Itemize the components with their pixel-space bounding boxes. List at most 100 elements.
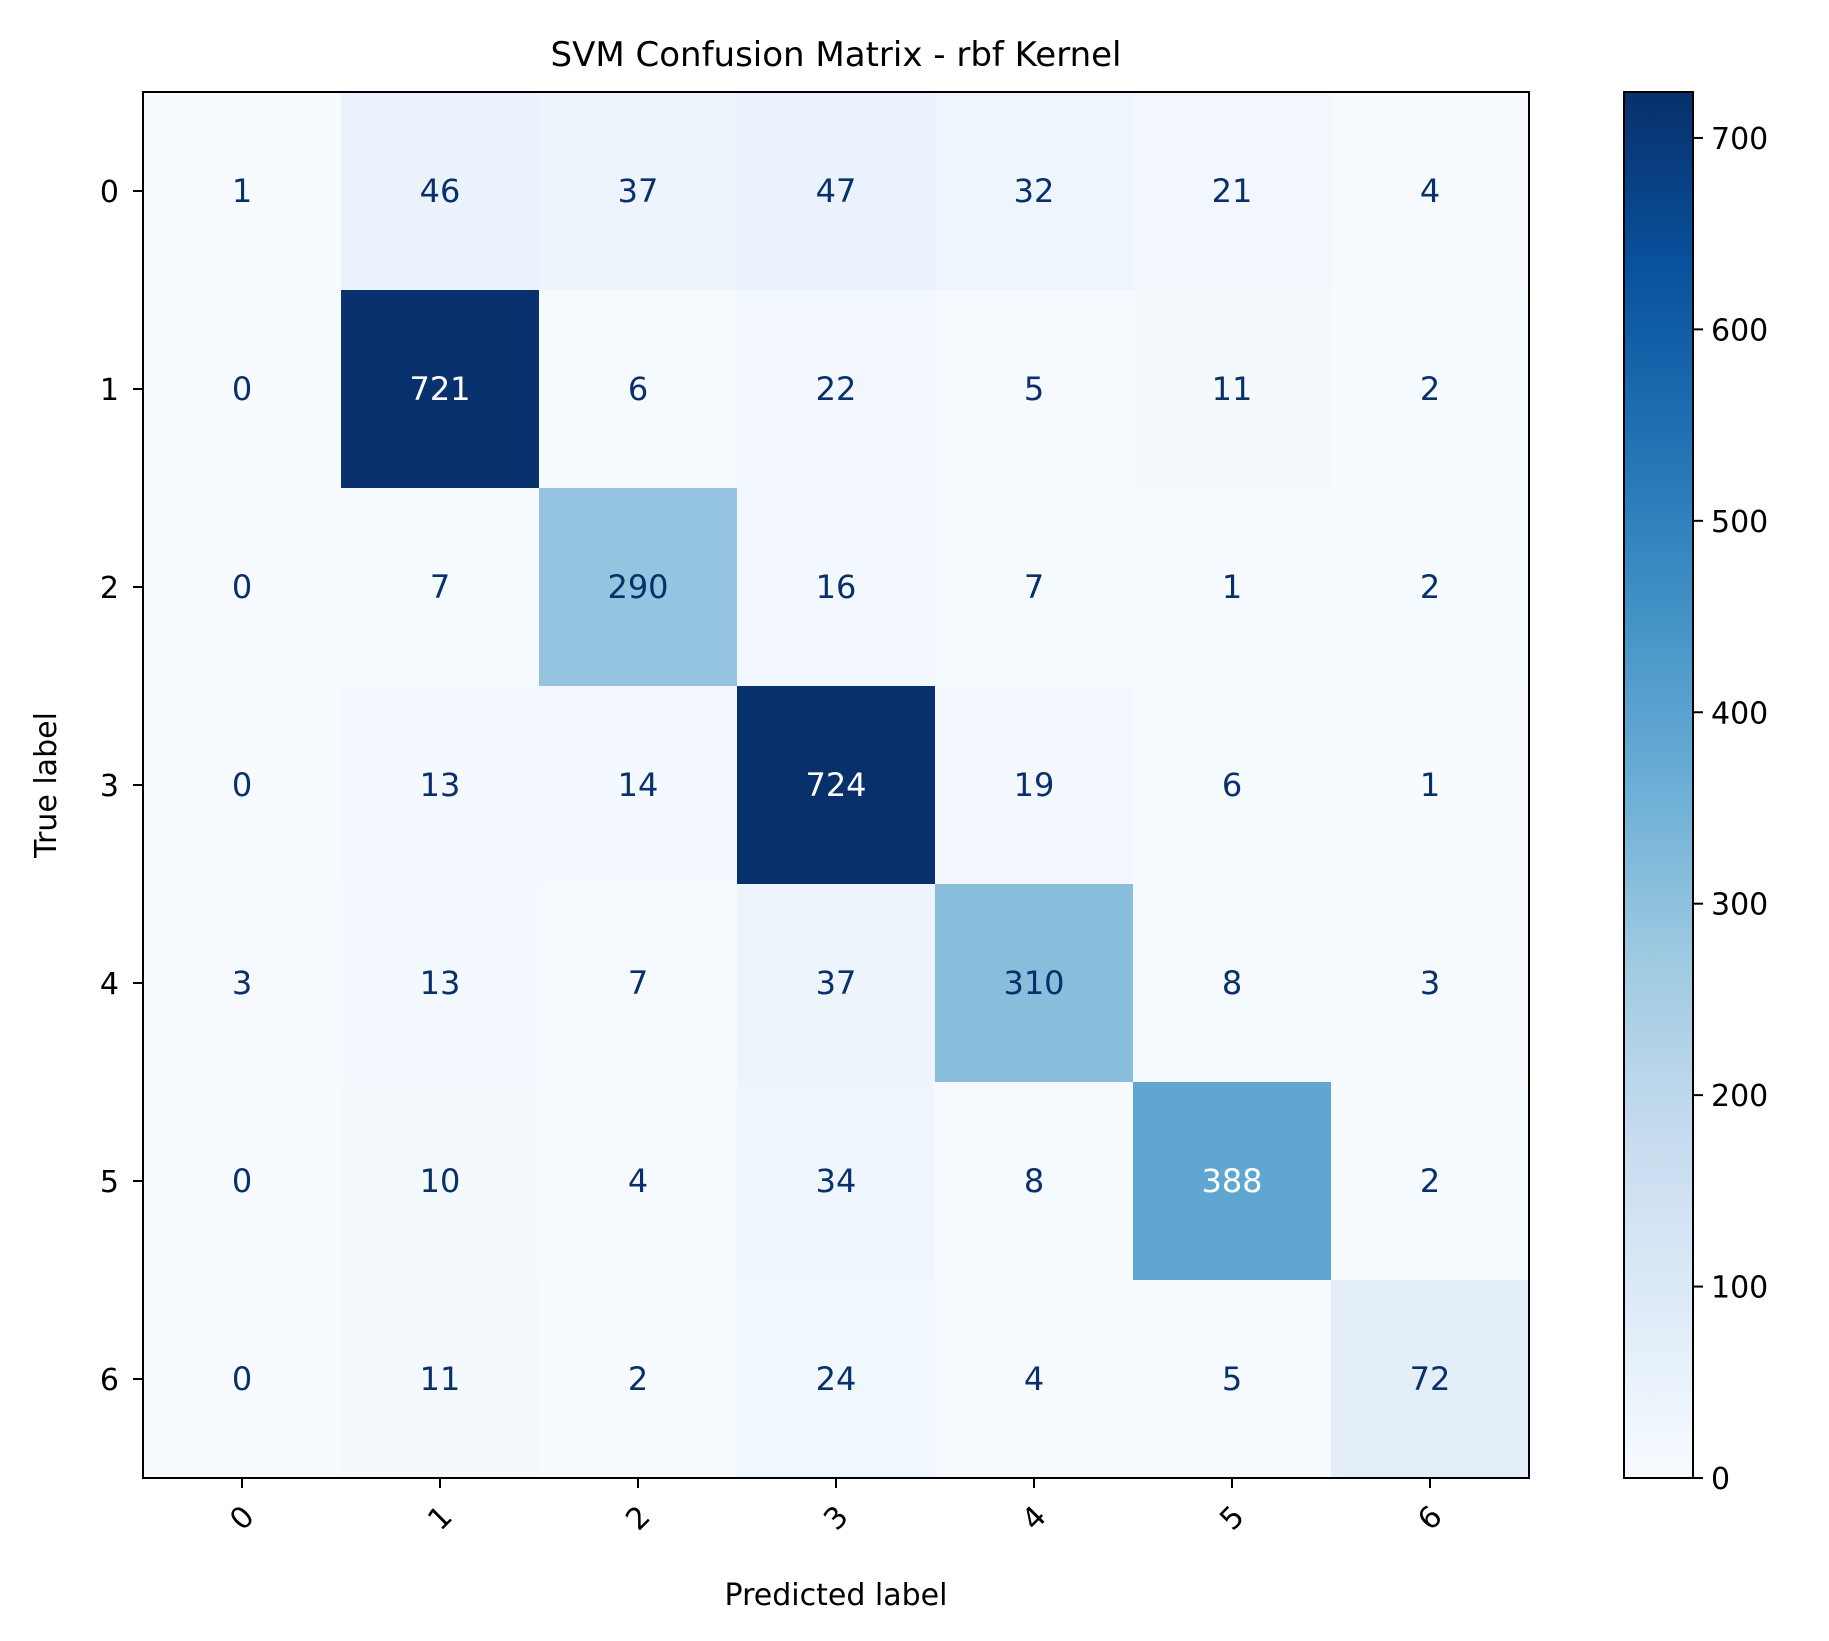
- heatmap-cell: [341, 290, 540, 489]
- cell-value-label: 2: [1420, 1162, 1440, 1200]
- cell-value-label: 1: [1222, 568, 1242, 606]
- cell-value-label: 724: [805, 766, 866, 804]
- cell-value-label: 721: [409, 370, 470, 408]
- heatmap-cell: [539, 92, 738, 291]
- heatmap-cell: [143, 1280, 342, 1479]
- cell-value-labels: 1 46 37 47 32 21 40 721 6 22 5 11 20 7 290 16 7 1 20 13 14 72…: [232, 172, 1451, 1398]
- heatmap-cell: [737, 488, 936, 687]
- cell-value-label: 47: [816, 172, 857, 210]
- heatmap-cell: [539, 488, 738, 687]
- y-tick-label: 6: [100, 1363, 119, 1398]
- cell-value-label: 290: [607, 568, 668, 606]
- heatmap-cell: [143, 686, 342, 885]
- cell-value-label: 3: [1420, 964, 1440, 1002]
- heatmap-cell: [341, 1082, 540, 1281]
- cell-value-label: 32: [1014, 172, 1055, 210]
- heatmap-cell: [737, 92, 936, 291]
- heatmap-cell: [143, 290, 342, 489]
- cell-value-label: 4: [1024, 1360, 1044, 1398]
- heatmap-cell: [737, 1082, 936, 1281]
- heatmap-cell: [737, 884, 936, 1083]
- cell-value-label: 7: [1024, 568, 1044, 606]
- colorbar-tick-label: 300: [1711, 888, 1768, 923]
- colorbar-tick-label: 700: [1711, 122, 1768, 157]
- heatmap-cell: [737, 686, 936, 885]
- heatmap-cell: [1133, 290, 1332, 489]
- cell-value-label: 46: [420, 172, 461, 210]
- cell-value-label: 8: [1222, 964, 1242, 1002]
- heatmap-cell: [935, 92, 1134, 291]
- cell-value-label: 14: [618, 766, 659, 804]
- cell-value-label: 0: [232, 766, 252, 804]
- heatmap-cell: [935, 884, 1134, 1083]
- cell-value-label: 4: [1420, 172, 1440, 210]
- heatmap-cell: [143, 1082, 342, 1281]
- heatmap-cell: [1331, 884, 1530, 1083]
- cell-value-label: 19: [1014, 766, 1055, 804]
- heatmap-cell: [1133, 1082, 1332, 1281]
- heatmap-cell: [935, 1082, 1134, 1281]
- cell-value-label: 37: [618, 172, 659, 210]
- cell-value-label: 34: [816, 1162, 857, 1200]
- heatmap-cells: [143, 92, 1530, 1479]
- heatmap-cell: [1133, 488, 1332, 687]
- heatmap-cell: [539, 1082, 738, 1281]
- heatmap-cell: [935, 488, 1134, 687]
- cell-value-label: 388: [1201, 1162, 1262, 1200]
- heatmap-cell: [143, 92, 342, 291]
- chart-title: SVM Confusion Matrix - rbf Kernel: [551, 35, 1122, 75]
- cell-value-label: 24: [816, 1360, 857, 1398]
- heatmap-cell: [341, 686, 540, 885]
- colorbar-tick-label: 400: [1711, 696, 1768, 731]
- heatmap-cell: [935, 1280, 1134, 1479]
- y-tick-label: 0: [100, 175, 119, 210]
- cell-value-label: 5: [1222, 1360, 1242, 1398]
- cell-value-label: 21: [1212, 172, 1253, 210]
- cell-value-label: 2: [1420, 568, 1440, 606]
- heatmap-cell: [539, 686, 738, 885]
- y-axis-ticks: 0 1 2 3 4 5 6: [100, 175, 143, 1398]
- heatmap-cell: [1133, 884, 1332, 1083]
- cell-value-label: 1: [232, 172, 252, 210]
- cell-value-label: 0: [232, 1162, 252, 1200]
- heatmap-cell: [1133, 686, 1332, 885]
- heatmap-cell: [539, 884, 738, 1083]
- cell-value-label: 13: [420, 766, 461, 804]
- heatmap-cell: [935, 686, 1134, 885]
- cell-value-label: 1: [1420, 766, 1440, 804]
- heatmap-cell: [143, 488, 342, 687]
- heatmap-cell: [1331, 1280, 1530, 1479]
- cell-value-label: 2: [1420, 370, 1440, 408]
- colorbar-tick-label: 600: [1711, 313, 1768, 348]
- cell-value-label: 0: [232, 1360, 252, 1398]
- heatmap-cell: [341, 92, 540, 291]
- cell-value-label: 11: [420, 1360, 461, 1398]
- y-tick-label: 1: [100, 373, 119, 408]
- heatmap-cell: [1331, 1082, 1530, 1281]
- heatmap-cell: [341, 1280, 540, 1479]
- heatmap-cell: [935, 290, 1134, 489]
- cell-value-label: 13: [420, 964, 461, 1002]
- colorbar-tick-label: 100: [1711, 1271, 1768, 1306]
- cell-value-label: 3: [232, 964, 252, 1002]
- y-tick-label: 4: [100, 967, 119, 1002]
- heatmap-cell: [539, 290, 738, 489]
- heatmap-cell: [539, 1280, 738, 1479]
- cell-value-label: 6: [628, 370, 648, 408]
- cell-value-label: 8: [1024, 1162, 1044, 1200]
- heatmap-cell: [143, 884, 342, 1083]
- cell-value-label: 10: [420, 1162, 461, 1200]
- cell-value-label: 22: [816, 370, 857, 408]
- cell-value-label: 5: [1024, 370, 1044, 408]
- y-tick-label: 2: [100, 571, 119, 606]
- cell-value-label: 16: [816, 568, 857, 606]
- cell-value-label: 37: [816, 964, 857, 1002]
- y-tick-label: 5: [100, 1165, 119, 1200]
- cell-value-label: 6: [1222, 766, 1242, 804]
- heatmap-cell: [1133, 1280, 1332, 1479]
- cell-value-label: 310: [1003, 964, 1064, 1002]
- cell-value-label: 0: [232, 568, 252, 606]
- cell-value-label: 7: [430, 568, 450, 606]
- heatmap-cell: [1133, 92, 1332, 291]
